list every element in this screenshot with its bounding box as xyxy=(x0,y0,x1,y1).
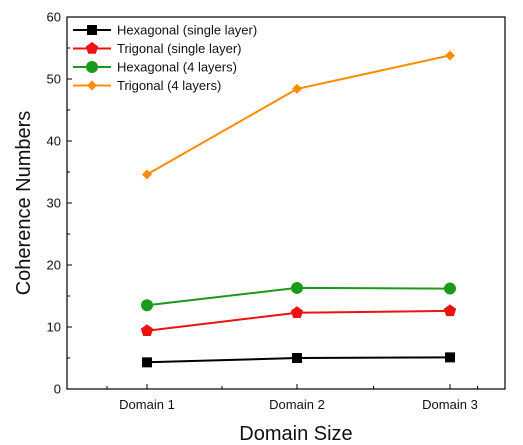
legend: Hexagonal (single layer) Trigonal (single… xyxy=(73,23,257,93)
y-tick-label: 60 xyxy=(47,10,61,25)
legend-label: Trigonal (4 layers) xyxy=(117,78,221,93)
y-tick-label: 40 xyxy=(47,134,61,149)
data-point xyxy=(292,83,302,94)
data-point xyxy=(142,357,152,368)
legend-marker xyxy=(85,42,99,54)
data-point xyxy=(445,50,455,61)
data-point xyxy=(290,306,304,318)
data-point xyxy=(291,281,303,294)
data-point xyxy=(141,299,153,312)
x-tick-label: Domain 3 xyxy=(422,397,478,412)
legend-marker xyxy=(86,61,98,73)
series-layer xyxy=(140,50,457,368)
y-tick-label: 30 xyxy=(47,196,61,211)
legend-marker xyxy=(87,25,97,35)
data-point xyxy=(140,324,154,336)
data-point xyxy=(142,169,152,180)
axis-ticks: 0 10 20 30 40 50 60 Domain 1 Domain 2 Domain 3 xyxy=(47,10,478,412)
data-point xyxy=(445,352,455,363)
data-point xyxy=(292,353,302,363)
y-tick-label: 0 xyxy=(54,382,61,397)
y-tick-label: 10 xyxy=(47,320,61,335)
legend-label: Hexagonal (4 layers) xyxy=(117,60,237,75)
y-tick-label: 50 xyxy=(47,72,61,87)
data-point xyxy=(444,282,456,295)
x-axis-title: Domain Size xyxy=(239,423,352,445)
y-tick-label: 20 xyxy=(47,258,61,273)
x-tick-label: Domain 2 xyxy=(269,397,325,412)
legend-marker xyxy=(87,80,97,91)
x-tick-label: Domain 1 xyxy=(119,397,175,412)
data-point xyxy=(443,304,457,317)
legend-label: Hexagonal (single layer) xyxy=(117,23,257,38)
y-axis-title: Coherence Numbers xyxy=(13,111,35,296)
legend-label: Trigonal (single layer) xyxy=(117,41,242,56)
